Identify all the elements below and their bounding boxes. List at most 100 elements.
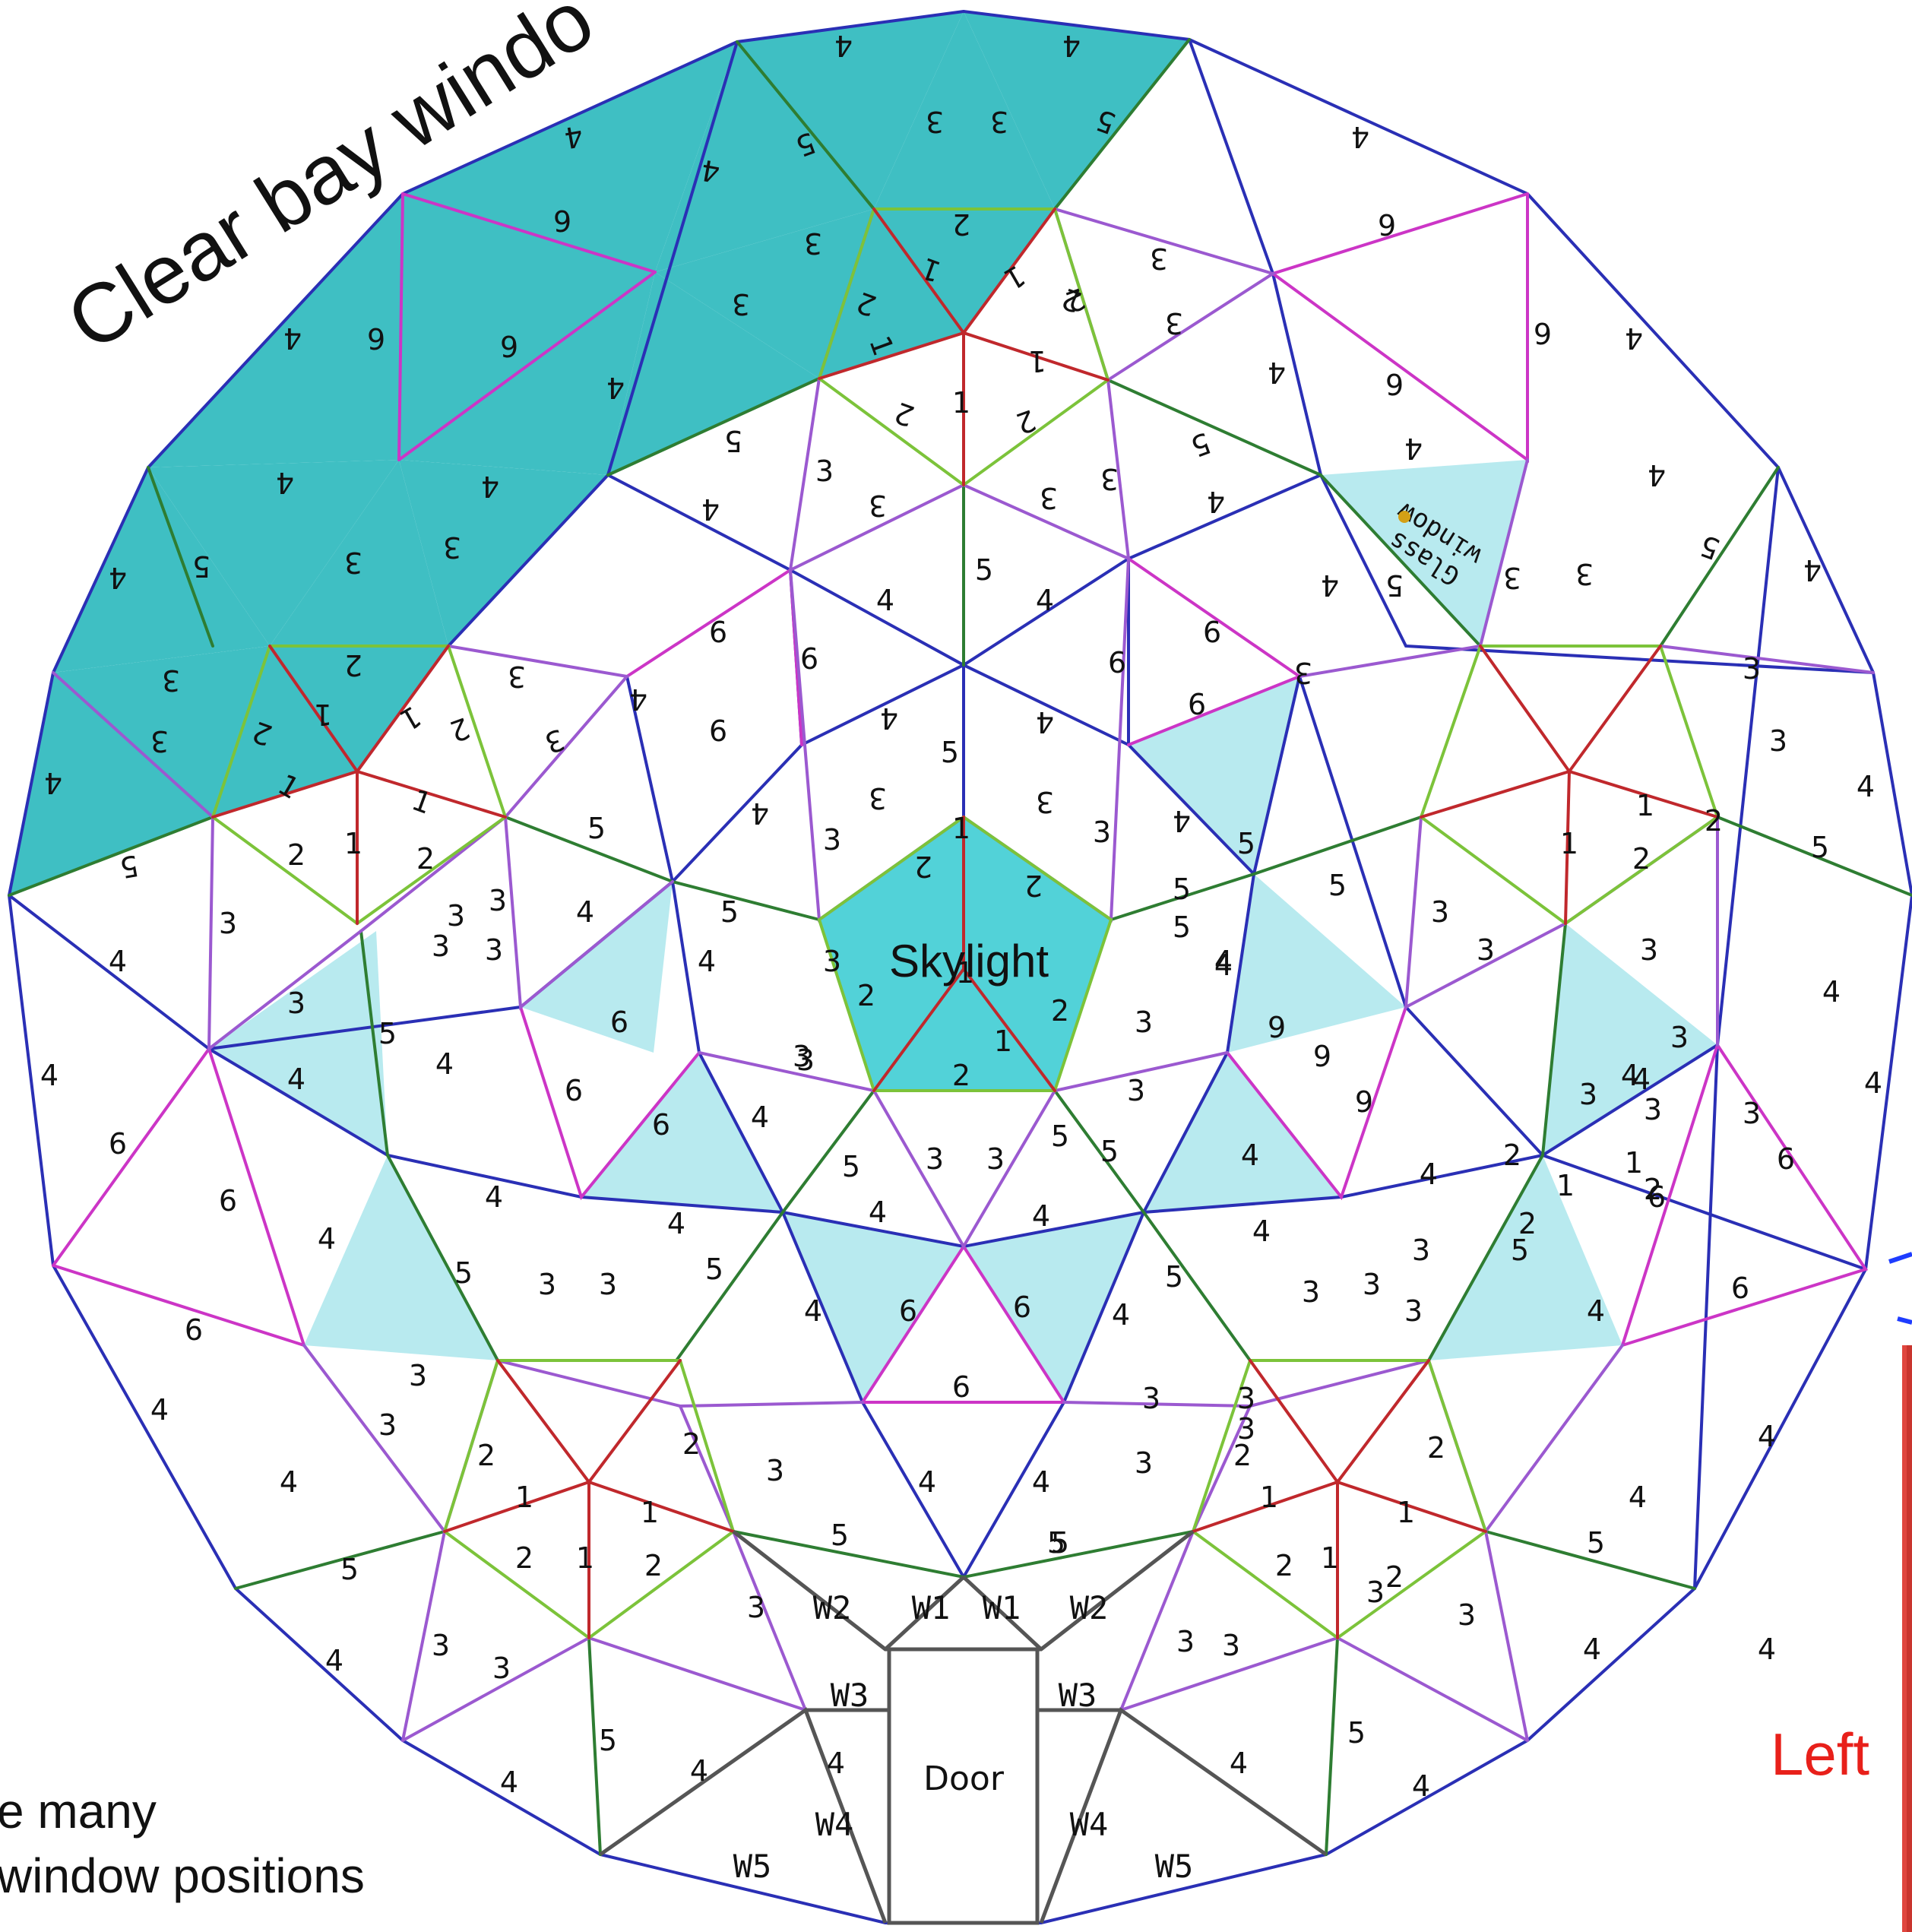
edge-label: 2 [914,850,932,883]
edge-label: 3 [1127,1074,1145,1107]
edge-label: 4 [880,702,898,735]
edge-3 [1119,1530,1195,1712]
glass-panel [783,1212,964,1402]
edge-label: 3 [1503,561,1521,594]
edge-label: 2 [445,711,474,749]
edge-label: 9 [709,614,727,648]
bay-panel [9,673,213,895]
edge-label: 4 [485,1180,503,1214]
edge-label: 4 [287,1063,305,1096]
edge-label: 5 [724,424,742,458]
edge-label: 2 [1503,1139,1521,1172]
edge-label: 6 [1268,1009,1286,1043]
edge-1 [356,645,450,773]
edge-label: 1 [1556,1169,1575,1202]
edge-label: 4 [876,584,894,617]
edge-label: 4 [325,1644,343,1677]
w5-left-label: W5 [733,1848,772,1885]
edge-3 [1053,207,1277,382]
edge-3 [1298,645,1875,678]
edge-5 [1319,473,1482,648]
edge-label: 5 [378,1017,397,1050]
edge-label: 3 [926,1142,944,1176]
edge-label: 4 [283,321,302,355]
edge-label: 4 [804,1294,822,1328]
edge-label: 3 [869,489,887,522]
edge-3 [504,816,674,1010]
edge-label: 3 [986,1142,1005,1176]
edge-label: 4 [1321,569,1339,602]
edge-label: 2 [1275,1549,1293,1582]
edge-label: 5 [1165,1260,1183,1294]
glass-panel [1144,1053,1341,1212]
edge-label: 4 [606,371,625,404]
edge-2 [442,1359,736,1640]
edge-label: 4 [280,1465,298,1499]
w3-right-label: W3 [1059,1677,1097,1714]
edge-5 [675,1089,875,1362]
edge-label: 3 [1366,1576,1385,1609]
edge-5 [386,1154,499,1362]
edge-5 [1716,816,1912,897]
edge-label: 5 [1047,1526,1065,1560]
door-window-frame [732,1530,1195,1652]
glass-panel [1321,460,1527,646]
edge-label: 3 [1093,816,1111,849]
bay-panel [874,209,1055,333]
edge-label: 2 [952,1059,970,1092]
edge-label: 4 [1173,804,1191,838]
edge-label: 6 [500,329,518,363]
edge-label: 3 [793,1040,811,1073]
edge-label: 3 [432,1629,450,1662]
edge-label: 4 [435,1047,454,1081]
edge-5 [1484,1530,1696,1590]
edge-label: 3 [540,722,569,760]
edge-label: 3 [1135,1006,1153,1039]
edge-label: 6 [1378,207,1396,241]
edge-5 [359,930,389,1157]
edge-1 [268,645,359,773]
edge-4 [1062,1211,1145,1404]
edge-label: 1 [1028,344,1046,378]
edge-1 [1564,770,1571,925]
edge-label: 4 [276,466,294,499]
edge-label: 3 [766,1454,784,1487]
door[interactable] [887,1647,1040,1925]
edge-label: 2 [682,1427,701,1461]
edge-5 [1110,816,1423,921]
edge-2 [211,645,508,926]
edge-label: 5 [1328,869,1347,902]
edge-3 [52,671,214,819]
edge-label: 3 [823,823,841,857]
glass-panel [521,882,673,1053]
edge-label: 3 [1458,1598,1476,1632]
edge-label: 2 [1051,994,1069,1028]
edge-label: 1 [1321,1541,1339,1575]
edge-label: 3 [1302,1275,1320,1309]
edge-3 [401,1530,446,1742]
edge-label: 3 [344,546,362,579]
edge-label: 1 [576,1541,594,1575]
edge-5 [1106,378,1322,477]
edge-label: 4 [1062,29,1081,62]
edge-label: 3 [1670,1021,1689,1054]
edge-label: 3 [1294,656,1312,689]
edge-1 [1568,770,1719,819]
edge-5 [1053,38,1191,211]
note-line-1: e many [0,1784,157,1839]
edge-label: 5 [941,736,959,769]
edge-label: 3 [1176,1625,1195,1658]
glass-window-panels [209,460,1717,1402]
edge-6 [1226,1006,1407,1201]
edge-label: 3 [869,781,887,815]
edge-label: 3 [1404,1294,1423,1328]
edge-1 [211,770,359,819]
w2-right-label: W2 [1070,1589,1109,1626]
bay-panel [213,646,357,817]
w1-left-label: W1 [912,1589,951,1626]
edge-label: 2 [1385,1560,1404,1594]
edge-label: 5 [1186,426,1215,464]
w1-right-label: W1 [983,1589,1021,1626]
edge-label: 4 [1648,458,1666,492]
door-frame [599,1530,1328,1925]
